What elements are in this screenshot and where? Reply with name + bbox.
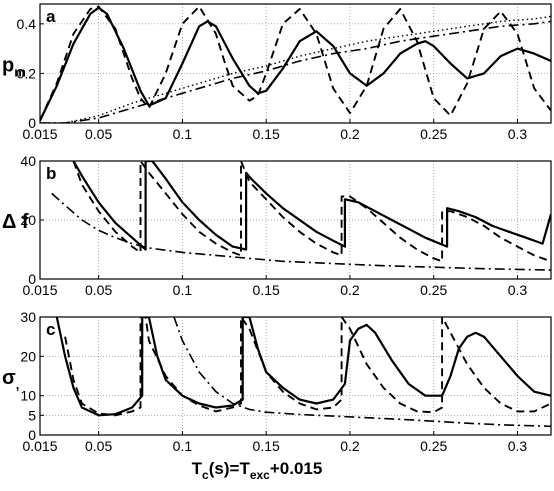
x-axis-label: Tc(s)=Texc+0.015 — [192, 459, 323, 482]
series-line-dashdot — [173, 317, 551, 428]
y-tick-label: 0 — [28, 427, 36, 443]
series-line-dashdot — [51, 192, 551, 271]
x-tick-label: 0.015 — [22, 282, 57, 298]
y-tick-label: 10 — [20, 388, 36, 404]
x-tick-label: 0.25 — [420, 438, 447, 454]
y-tick-label: 0 — [28, 115, 36, 131]
y-axis-label: σ, — [2, 367, 19, 392]
x-tick-label: 0.2 — [340, 126, 360, 142]
series-line-dashed — [72, 161, 551, 263]
x-tick-label: 0.1 — [173, 126, 193, 142]
x-tick-label: 0.05 — [85, 126, 112, 142]
series-line-dotted — [40, 15, 551, 123]
x-tick-label: 0.15 — [253, 438, 280, 454]
axes-frame — [39, 160, 552, 280]
x-tick-label: 0.15 — [253, 126, 280, 142]
y-tick-label: 40 — [20, 153, 36, 169]
x-tick-label: 0.3 — [508, 282, 528, 298]
panel-letter: b — [46, 164, 56, 183]
x-tick-label: 0.05 — [85, 282, 112, 298]
y-tick-label: 20 — [20, 212, 36, 228]
series-group — [40, 5, 551, 123]
x-tick-label: 0.3 — [508, 438, 528, 454]
series-group — [51, 161, 551, 271]
x-tick-label: 0.015 — [22, 438, 57, 454]
series-line-dashdot — [40, 20, 551, 123]
panel-c: 0.015 0.05 0.1 0.15 0.2 0.25 0.3 0 5 10 20 30 c σ, — [2, 309, 552, 454]
panel-b: 0.015 0.05 0.1 0.15 0.2 0.25 0.3 0 20 40 b Δ f — [2, 153, 552, 298]
panel-letter: c — [46, 320, 55, 339]
x-tick-label: 0.2 — [340, 438, 360, 454]
y-axis-label: Δ f — [2, 211, 29, 233]
x-tick-label: 0.05 — [85, 438, 112, 454]
y-tick-label: 30 — [20, 309, 36, 325]
x-tick-label: 0.3 — [508, 126, 528, 142]
y-tick-label: 0.4 — [17, 16, 37, 32]
x-tick-label: 0.1 — [173, 438, 193, 454]
y-tick-label: 0.2 — [17, 65, 37, 81]
axes-frame — [39, 316, 552, 436]
x-tick-label: 0.25 — [420, 126, 447, 142]
y-axis-label: pm — [2, 55, 26, 80]
x-tick-label: 0.2 — [340, 282, 360, 298]
axes-frame — [39, 3, 552, 124]
series-line-solid — [72, 161, 551, 251]
panel-letter: a — [46, 7, 56, 26]
x-tick-label: 0.15 — [253, 282, 280, 298]
series-group — [55, 317, 551, 428]
x-tick-label: 0.25 — [420, 282, 447, 298]
series-line-dashed — [64, 317, 551, 417]
y-tick-label: 20 — [20, 348, 36, 364]
panel-a: 0.015 0.05 0.1 0.15 0.2 0.25 0.3 0 0.2 0.4 a pm — [2, 3, 552, 142]
x-tick-label: 0.1 — [173, 282, 193, 298]
x-tick-label: 0.015 — [22, 126, 57, 142]
y-tick-label: 0 — [28, 271, 36, 287]
y-tick-label: 5 — [28, 407, 36, 423]
